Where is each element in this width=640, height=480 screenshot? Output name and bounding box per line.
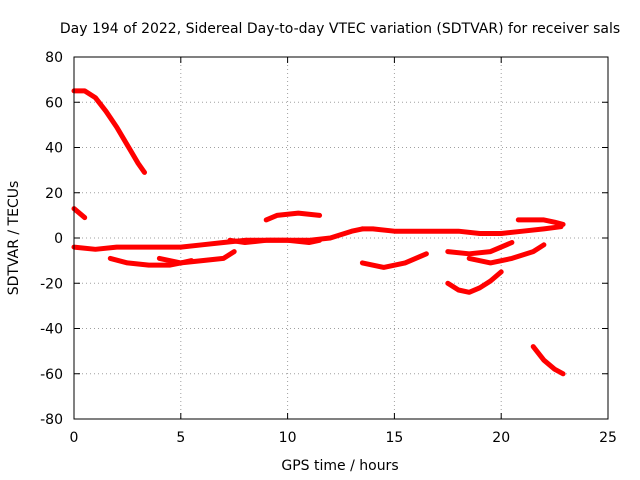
x-tick-label: 5 bbox=[176, 430, 185, 446]
series-arc-7 bbox=[263, 210, 323, 223]
series-arc-2 bbox=[71, 206, 88, 221]
series-arc-13 bbox=[515, 217, 566, 227]
x-tick-label: 10 bbox=[279, 430, 297, 446]
series-arc-11 bbox=[445, 240, 515, 257]
series-arc-8 bbox=[359, 224, 564, 236]
x-tick-label: 25 bbox=[599, 430, 617, 446]
y-tick-label: -80 bbox=[40, 412, 63, 428]
series-arc-1 bbox=[71, 88, 147, 175]
series-arc-10 bbox=[445, 269, 504, 295]
y-tick-label: 0 bbox=[54, 231, 63, 247]
y-tick-label: -20 bbox=[40, 276, 63, 292]
y-axis-label: SDTVAR / TECUs bbox=[6, 181, 22, 296]
y-tick-label: 60 bbox=[45, 95, 63, 111]
x-tick-label: 15 bbox=[385, 430, 403, 446]
y-tick-label: 40 bbox=[45, 141, 63, 157]
axis-ticks: 0 5 10 15 20 25 -80 -60 -40 -20 0 20 40 60 80 bbox=[40, 50, 617, 446]
x-axis-label: GPS time / hours bbox=[281, 458, 398, 474]
series-arc-14 bbox=[530, 344, 566, 377]
series-arc-5 bbox=[156, 249, 237, 266]
grid bbox=[74, 57, 608, 419]
x-tick-label: 20 bbox=[492, 430, 510, 446]
series-arc-3 bbox=[71, 226, 365, 252]
series-arc-6 bbox=[227, 237, 323, 245]
series-arc-9 bbox=[359, 251, 429, 270]
series-arc-12 bbox=[466, 242, 547, 266]
data-series bbox=[71, 88, 566, 377]
y-tick-label: -60 bbox=[40, 367, 63, 383]
y-tick-label: 20 bbox=[45, 186, 63, 202]
y-tick-label: 80 bbox=[45, 50, 63, 66]
chart-title: Day 194 of 2022, Sidereal Day-to-day VTE… bbox=[60, 21, 620, 37]
y-tick-label: -40 bbox=[40, 322, 63, 338]
x-tick-label: 0 bbox=[70, 430, 79, 446]
